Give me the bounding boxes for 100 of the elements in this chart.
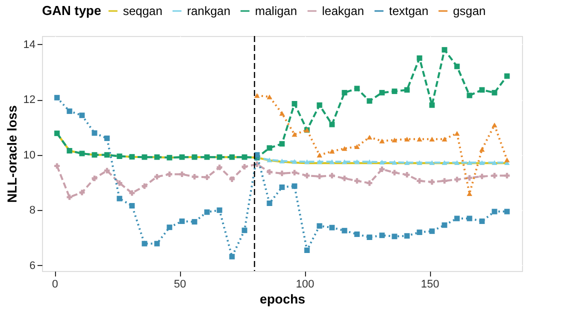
point	[504, 73, 510, 79]
point	[292, 100, 298, 106]
point	[292, 159, 298, 164]
point	[316, 102, 322, 108]
point	[342, 228, 348, 234]
point	[216, 207, 222, 213]
point	[492, 208, 498, 214]
point	[129, 203, 135, 208]
x-tick-label: 0	[52, 278, 58, 290]
point	[366, 159, 372, 164]
point	[179, 171, 185, 177]
point	[466, 92, 472, 98]
point	[92, 130, 98, 136]
point	[54, 94, 60, 100]
point	[416, 230, 422, 236]
point	[454, 64, 460, 70]
point	[492, 122, 498, 128]
point	[404, 233, 410, 239]
point	[429, 160, 435, 165]
point	[266, 145, 272, 151]
point	[66, 194, 72, 200]
point	[354, 144, 360, 149]
legend-title: GAN type	[42, 3, 102, 18]
point	[466, 216, 472, 222]
point	[316, 152, 322, 158]
point	[166, 171, 172, 177]
y-tick-label: 14	[23, 38, 36, 51]
point	[229, 254, 235, 260]
point	[254, 93, 260, 98]
point	[492, 160, 498, 165]
point	[454, 160, 460, 165]
point	[104, 136, 110, 142]
y-axis-title: NLL-oracle loss	[4, 105, 20, 203]
point	[329, 122, 335, 128]
point	[142, 240, 148, 246]
x-tick-label: 50	[174, 278, 186, 290]
point	[392, 88, 398, 94]
point	[229, 176, 235, 182]
point	[404, 160, 410, 165]
point	[304, 159, 310, 164]
point	[416, 136, 422, 142]
point	[242, 164, 248, 170]
legend-label: leakgan	[322, 4, 364, 18]
point	[266, 200, 272, 206]
point	[392, 138, 398, 142]
legend-label: gsgan	[453, 4, 486, 18]
point	[466, 175, 472, 181]
legend-label: textgan	[389, 4, 428, 18]
point	[204, 209, 210, 215]
point	[429, 102, 435, 108]
point	[292, 132, 298, 137]
x-tick-label: 150	[420, 278, 440, 290]
point	[354, 159, 360, 164]
point	[342, 90, 348, 96]
point	[392, 234, 398, 240]
point	[379, 160, 385, 164]
point	[279, 141, 285, 147]
point	[379, 90, 385, 96]
point	[216, 164, 222, 170]
point	[292, 183, 298, 189]
point	[354, 231, 360, 237]
point	[79, 112, 85, 118]
point	[342, 146, 348, 151]
point	[454, 216, 460, 222]
point	[479, 87, 485, 93]
point	[442, 47, 448, 53]
x-axis-title: epochs	[260, 292, 306, 306]
point	[366, 134, 372, 140]
x-tick-label: 100	[296, 278, 314, 290]
y-tick-label: 6	[29, 260, 36, 272]
point	[154, 240, 160, 246]
point	[466, 160, 472, 165]
legend-label: seqgan	[123, 4, 162, 18]
y-tick-label: 8	[29, 204, 36, 217]
point	[454, 130, 460, 136]
point	[329, 224, 335, 230]
point	[329, 148, 335, 154]
point	[504, 208, 510, 214]
point	[192, 219, 198, 225]
point	[379, 166, 385, 172]
point	[379, 232, 385, 238]
point	[166, 224, 172, 230]
point	[492, 90, 498, 96]
point	[366, 98, 372, 104]
point	[342, 159, 348, 164]
point	[192, 174, 198, 180]
point	[479, 160, 485, 165]
point	[366, 234, 372, 240]
point	[429, 136, 435, 142]
point	[266, 94, 272, 100]
legend-label: rankgan	[187, 4, 230, 18]
point	[304, 248, 310, 254]
point	[442, 160, 448, 165]
point	[404, 172, 410, 178]
point	[442, 136, 448, 142]
point	[316, 223, 322, 229]
point	[442, 222, 448, 228]
y-tick-label: 12	[23, 94, 36, 106]
point	[404, 87, 410, 93]
point	[279, 184, 285, 190]
